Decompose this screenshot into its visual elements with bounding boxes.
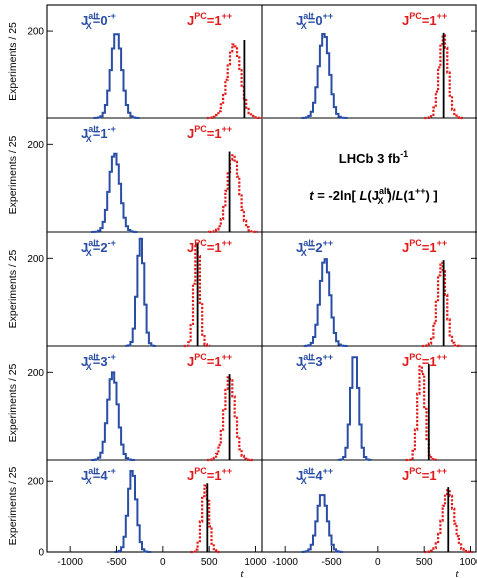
null-hypothesis-label: JPC=1++: [187, 466, 232, 483]
panel-1-+: Jalt X=1-+ JPC=1++ 200 Experiments / 25: [7, 124, 258, 234]
alt-hypothesis-label: Jalt X=3-+: [81, 352, 116, 372]
panel-0++: Jalt X=0++ JPC=1++: [296, 11, 477, 120]
alt-hypothesis-label: Jalt X=4-+: [81, 466, 116, 486]
x-tick-label: 1000: [244, 557, 267, 568]
x-tick-label: 1000: [459, 557, 477, 568]
null-hypothesis-histogram: [183, 243, 211, 348]
lumi-label: LHCb 3 fb-1: [339, 149, 408, 166]
x-tick-label: 0: [375, 557, 381, 568]
null-hypothesis-label: JPC=1++: [402, 352, 447, 369]
panel-4-+: Jalt X=4-+ JPC=1++ 200 Experiments / 25 0 -100…: [7, 466, 267, 578]
x-axis-label: t: [455, 568, 459, 578]
y-tick-label: 200: [27, 477, 44, 488]
alt-hypothesis-label: Jalt X=0++: [296, 11, 333, 31]
panel-0-+: Jalt X=0-+ JPC=1++ 200 Experiments / 25: [7, 11, 263, 120]
alt-hypothesis-histogram: [301, 33, 348, 119]
alt-hypothesis-label: Jalt X=2-+: [81, 238, 116, 258]
null-hypothesis-histogram: [208, 154, 258, 234]
null-hypothesis-histogram: [405, 365, 437, 462]
y-axis-label: Experiments / 25: [7, 135, 19, 214]
y-tick-label: 200: [27, 27, 44, 38]
null-hypothesis-histogram: [421, 261, 462, 348]
alt-hypothesis-histogram: [301, 494, 344, 553]
alt-hypothesis-label: Jalt X=2++: [296, 238, 333, 258]
panel-2++: Jalt X=2++ JPC=1++: [296, 238, 477, 348]
panel-info: LHCb 3 fb-1 t = -2ln[ L(Jalt X)/L(1++) ]: [309, 149, 438, 206]
y-tick-label-zero: 0: [38, 548, 44, 559]
null-hypothesis-label: JPC=1++: [402, 466, 447, 483]
null-hypothesis-label: JPC=1++: [402, 11, 447, 28]
null-hypothesis-label: JPC=1++: [187, 238, 232, 255]
null-hypothesis-label: JPC=1++: [187, 11, 232, 28]
panel-3-+: Jalt X=3-+ JPC=1++ 200 Experiments / 25: [7, 352, 254, 462]
null-hypothesis-histogram: [424, 34, 464, 120]
y-axis-label: Experiments / 25: [7, 363, 19, 442]
x-tick-label: 0: [160, 557, 166, 568]
alt-hypothesis-label: Jalt X=0-+: [81, 11, 116, 31]
y-tick-label: 200: [27, 368, 44, 379]
y-axis-label: Experiments / 25: [7, 249, 19, 328]
alt-hypothesis-histogram: [91, 152, 138, 233]
x-tick-label: -500: [106, 557, 126, 568]
null-hypothesis-histogram: [190, 484, 221, 554]
alt-hypothesis-histogram: [91, 371, 135, 461]
null-hypothesis-histogram: [206, 43, 263, 120]
x-tick-label: -1000: [272, 557, 298, 568]
panel-3++: Jalt X=3++ JPC=1++: [296, 352, 477, 462]
y-axis-label: Experiments / 25: [7, 466, 19, 545]
alt-hypothesis-label: Jalt X=4++: [296, 466, 333, 486]
y-tick-label: 200: [27, 140, 44, 151]
alt-hypothesis-histogram: [124, 237, 156, 347]
null-hypothesis-label: JPC=1++: [187, 352, 232, 369]
y-axis-label: Experiments / 25: [7, 22, 19, 101]
alt-hypothesis-histogram: [114, 470, 152, 553]
alt-hypothesis-histogram: [303, 258, 348, 347]
y-tick-label: 200: [27, 254, 44, 265]
test-statistic-definition: t = -2ln[ L(Jalt X)/L(1++) ]: [309, 186, 438, 206]
alt-hypothesis-label: Jalt X=1-+: [81, 124, 116, 144]
null-hypothesis-label: JPC=1++: [402, 238, 447, 255]
alt-hypothesis-histogram: [93, 33, 140, 119]
x-tick-label: 500: [201, 557, 218, 568]
x-tick-label: -1000: [57, 557, 83, 568]
null-hypothesis-label: JPC=1++: [187, 124, 232, 141]
alt-hypothesis-histogram: [337, 356, 372, 461]
alt-hypothesis-label: Jalt X=3++: [296, 352, 333, 372]
x-tick-label: -500: [321, 557, 341, 568]
x-axis-label: t: [240, 568, 244, 578]
x-tick-label: 500: [416, 557, 433, 568]
panel-2-+: Jalt X=2-+ JPC=1++ 200 Experiments / 25: [7, 237, 232, 348]
